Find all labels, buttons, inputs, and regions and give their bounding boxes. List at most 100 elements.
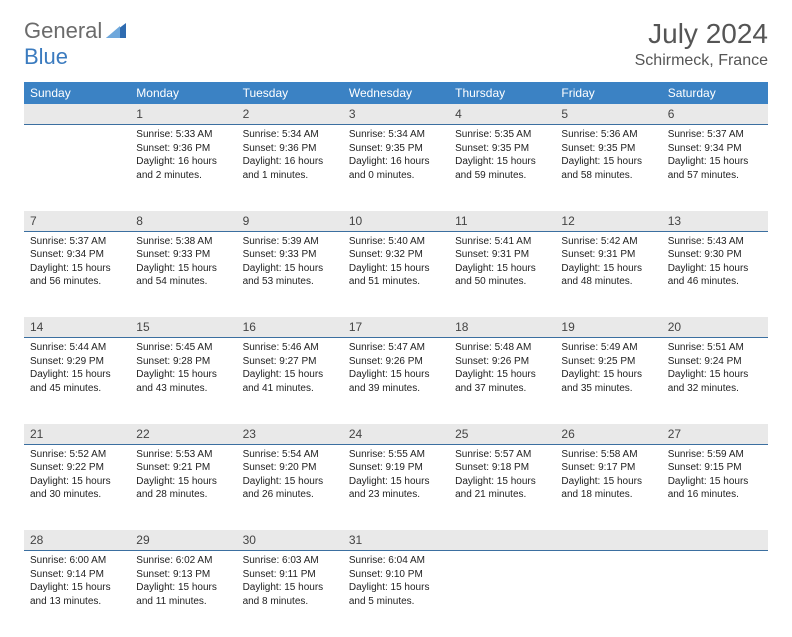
day-cell: Sunrise: 5:46 AMSunset: 9:27 PMDaylight:… — [237, 338, 343, 424]
sunrise-text: Sunrise: 5:49 AM — [561, 341, 655, 355]
weekday-header: Sunday — [24, 82, 130, 104]
daylight-text: Daylight: 15 hours and 23 minutes. — [349, 475, 443, 502]
day-number: 10 — [343, 211, 449, 231]
day-number: 31 — [343, 530, 449, 550]
sunrise-text: Sunrise: 5:37 AM — [668, 128, 762, 142]
sunrise-text: Sunrise: 5:52 AM — [30, 448, 124, 462]
day-cell: Sunrise: 5:39 AMSunset: 9:33 PMDaylight:… — [237, 231, 343, 317]
day-cell — [449, 551, 555, 637]
day-number: 2 — [237, 104, 343, 124]
daylight-text: Daylight: 15 hours and 58 minutes. — [561, 155, 655, 182]
sunrise-text: Sunrise: 5:35 AM — [455, 128, 549, 142]
brand-blue: Blue — [24, 44, 68, 69]
day-number-cell: 10 — [343, 211, 449, 232]
day-cell: Sunrise: 5:40 AMSunset: 9:32 PMDaylight:… — [343, 231, 449, 317]
daylight-text: Daylight: 15 hours and 8 minutes. — [243, 581, 337, 608]
day-number — [24, 104, 130, 110]
month-title: July 2024 — [635, 18, 768, 50]
day-cell: Sunrise: 5:54 AMSunset: 9:20 PMDaylight:… — [237, 444, 343, 530]
daylight-text: Daylight: 16 hours and 0 minutes. — [349, 155, 443, 182]
daylight-text: Daylight: 15 hours and 39 minutes. — [349, 368, 443, 395]
sunrise-text: Sunrise: 5:37 AM — [30, 235, 124, 249]
day-cell: Sunrise: 5:55 AMSunset: 9:19 PMDaylight:… — [343, 444, 449, 530]
day-number-cell: 15 — [130, 317, 236, 338]
day-cell: Sunrise: 6:03 AMSunset: 9:11 PMDaylight:… — [237, 551, 343, 637]
sunrise-text: Sunrise: 5:33 AM — [136, 128, 230, 142]
day-number: 20 — [662, 317, 768, 337]
day-number: 3 — [343, 104, 449, 124]
day-number-cell: 12 — [555, 211, 661, 232]
sunrise-text: Sunrise: 5:58 AM — [561, 448, 655, 462]
day-cell: Sunrise: 5:47 AMSunset: 9:26 PMDaylight:… — [343, 338, 449, 424]
sunset-text: Sunset: 9:31 PM — [455, 248, 549, 262]
day-number-cell: 6 — [662, 104, 768, 125]
daylight-text: Daylight: 15 hours and 28 minutes. — [136, 475, 230, 502]
day-number: 1 — [130, 104, 236, 124]
day-number: 25 — [449, 424, 555, 444]
daylight-text: Daylight: 15 hours and 21 minutes. — [455, 475, 549, 502]
sunset-text: Sunset: 9:34 PM — [30, 248, 124, 262]
sunset-text: Sunset: 9:29 PM — [30, 355, 124, 369]
day-number: 9 — [237, 211, 343, 231]
sunset-text: Sunset: 9:15 PM — [668, 461, 762, 475]
day-number-cell: 29 — [130, 530, 236, 551]
day-cell: Sunrise: 5:37 AMSunset: 9:34 PMDaylight:… — [662, 125, 768, 211]
sunrise-text: Sunrise: 5:42 AM — [561, 235, 655, 249]
day-number-cell: 20 — [662, 317, 768, 338]
sunrise-text: Sunrise: 5:43 AM — [668, 235, 762, 249]
sunset-text: Sunset: 9:34 PM — [668, 142, 762, 156]
day-number — [555, 530, 661, 536]
day-cell: Sunrise: 5:48 AMSunset: 9:26 PMDaylight:… — [449, 338, 555, 424]
daylight-text: Daylight: 15 hours and 43 minutes. — [136, 368, 230, 395]
daylight-text: Daylight: 15 hours and 11 minutes. — [136, 581, 230, 608]
day-cell: Sunrise: 5:53 AMSunset: 9:21 PMDaylight:… — [130, 444, 236, 530]
day-number: 4 — [449, 104, 555, 124]
day-cell: Sunrise: 5:41 AMSunset: 9:31 PMDaylight:… — [449, 231, 555, 317]
day-number: 5 — [555, 104, 661, 124]
sunset-text: Sunset: 9:26 PM — [349, 355, 443, 369]
sunset-text: Sunset: 9:35 PM — [561, 142, 655, 156]
day-number: 19 — [555, 317, 661, 337]
sunrise-text: Sunrise: 5:41 AM — [455, 235, 549, 249]
day-number-cell: 25 — [449, 424, 555, 445]
calendar-body: 123456Sunrise: 5:33 AMSunset: 9:36 PMDay… — [24, 104, 768, 637]
sunrise-text: Sunrise: 6:03 AM — [243, 554, 337, 568]
sunset-text: Sunset: 9:21 PM — [136, 461, 230, 475]
day-number: 21 — [24, 424, 130, 444]
sunrise-text: Sunrise: 5:40 AM — [349, 235, 443, 249]
sunrise-text: Sunrise: 5:34 AM — [243, 128, 337, 142]
day-number-cell: 17 — [343, 317, 449, 338]
sunset-text: Sunset: 9:18 PM — [455, 461, 549, 475]
day-number-cell: 16 — [237, 317, 343, 338]
day-number: 29 — [130, 530, 236, 550]
logo-triangle-icon — [106, 20, 126, 43]
sunrise-text: Sunrise: 6:04 AM — [349, 554, 443, 568]
day-number: 15 — [130, 317, 236, 337]
brand-logo: General — [24, 18, 128, 44]
daylight-text: Daylight: 15 hours and 16 minutes. — [668, 475, 762, 502]
weekday-header: Tuesday — [237, 82, 343, 104]
sunset-text: Sunset: 9:28 PM — [136, 355, 230, 369]
day-number-cell: 11 — [449, 211, 555, 232]
sunset-text: Sunset: 9:32 PM — [349, 248, 443, 262]
weekday-header: Thursday — [449, 82, 555, 104]
day-number-cell: 14 — [24, 317, 130, 338]
sunset-text: Sunset: 9:17 PM — [561, 461, 655, 475]
day-number-cell: 19 — [555, 317, 661, 338]
sunrise-text: Sunrise: 5:48 AM — [455, 341, 549, 355]
daylight-text: Daylight: 15 hours and 54 minutes. — [136, 262, 230, 289]
daylight-text: Daylight: 15 hours and 48 minutes. — [561, 262, 655, 289]
page-header: General July 2024 Schirmeck, France — [0, 0, 792, 78]
day-cell: Sunrise: 5:36 AMSunset: 9:35 PMDaylight:… — [555, 125, 661, 211]
daylight-text: Daylight: 15 hours and 45 minutes. — [30, 368, 124, 395]
day-number-cell — [555, 530, 661, 551]
daylight-text: Daylight: 15 hours and 13 minutes. — [30, 581, 124, 608]
day-number-cell: 31 — [343, 530, 449, 551]
daylight-text: Daylight: 16 hours and 1 minutes. — [243, 155, 337, 182]
sunset-text: Sunset: 9:35 PM — [349, 142, 443, 156]
day-number: 22 — [130, 424, 236, 444]
day-cell: Sunrise: 5:44 AMSunset: 9:29 PMDaylight:… — [24, 338, 130, 424]
day-cell: Sunrise: 5:58 AMSunset: 9:17 PMDaylight:… — [555, 444, 661, 530]
sunset-text: Sunset: 9:20 PM — [243, 461, 337, 475]
sunrise-text: Sunrise: 5:39 AM — [243, 235, 337, 249]
